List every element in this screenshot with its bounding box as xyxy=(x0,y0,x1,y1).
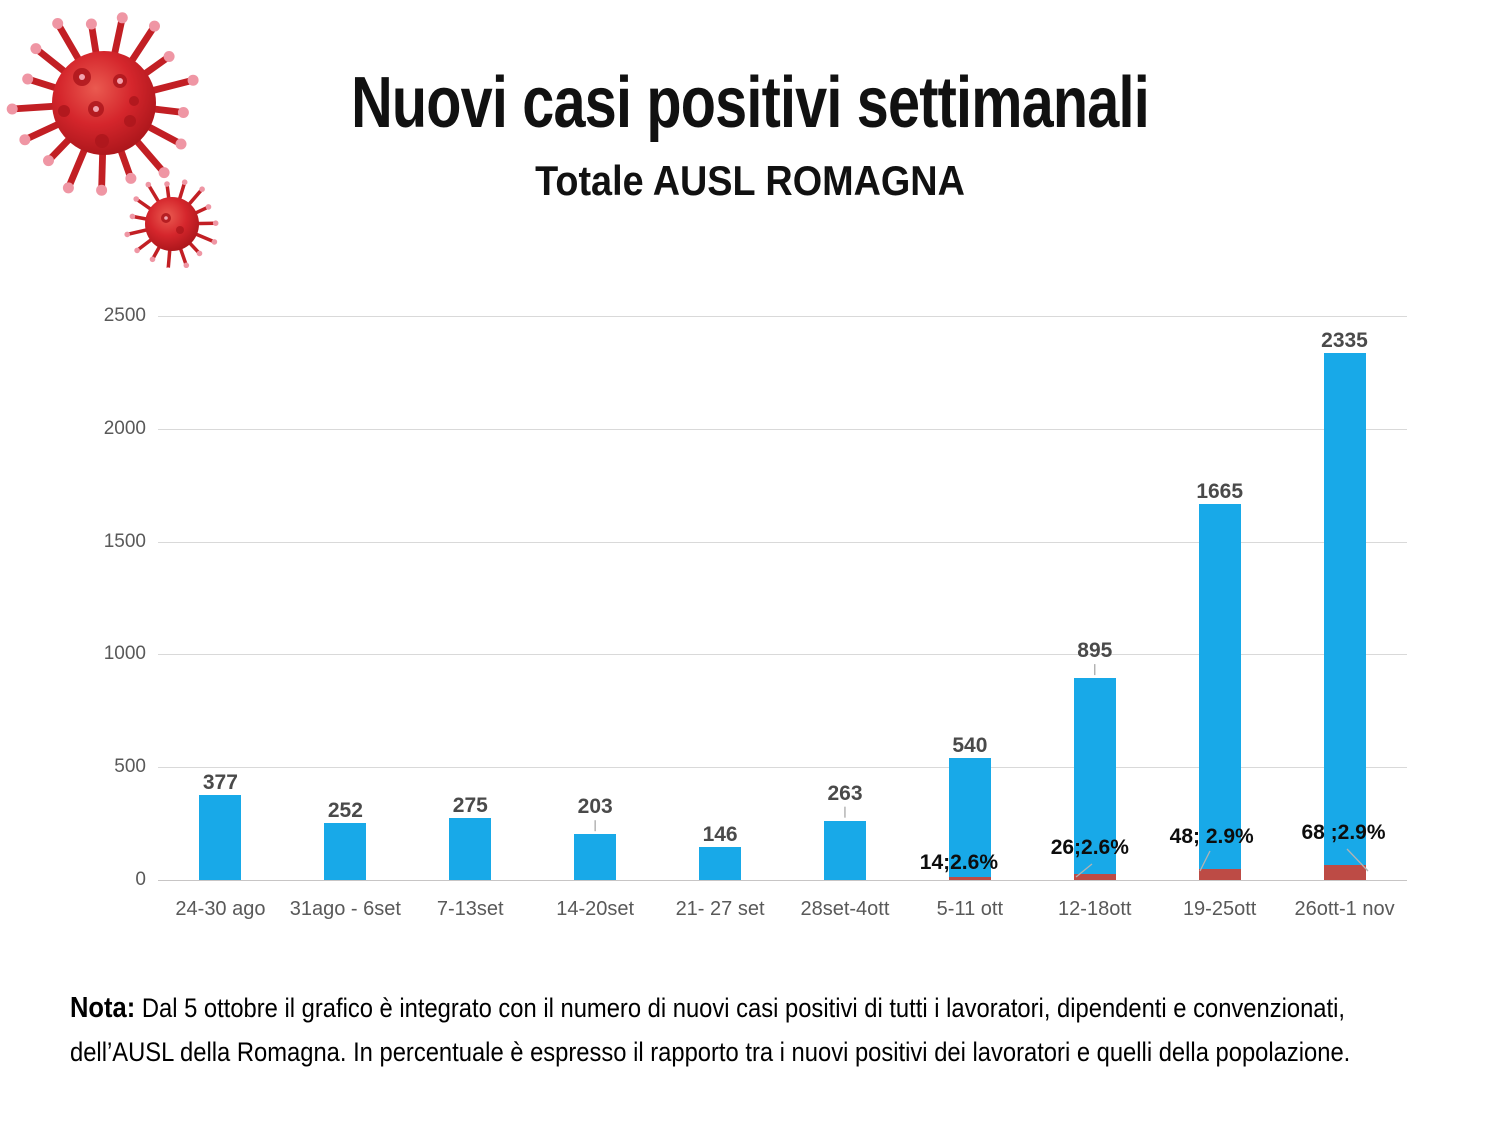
bar-positive-cases xyxy=(1073,678,1116,875)
bar-positive-cases xyxy=(1198,504,1241,870)
virus-large xyxy=(6,12,199,196)
y-axis-tick-label: 0 xyxy=(135,869,146,890)
page-subtitle: Totale AUSL ROMAGNA xyxy=(535,157,965,204)
y-gridline xyxy=(158,767,1407,769)
bar-positive-cases xyxy=(574,834,617,880)
bar-workers xyxy=(948,876,991,880)
bar-workers xyxy=(1323,864,1366,880)
bar-value-label: 895 xyxy=(1077,639,1113,663)
bar-value-label: 2335 xyxy=(1321,329,1368,353)
y-axis-tick-label: 500 xyxy=(114,756,146,778)
bar-positive-cases xyxy=(699,847,742,880)
bar-positive-cases xyxy=(324,823,367,880)
bar-value-label: 263 xyxy=(827,781,863,805)
note-prefix: Nota: xyxy=(70,992,136,1024)
x-axis-label: 12-18ott xyxy=(1058,898,1132,920)
y-gridline xyxy=(158,654,1407,656)
bar-positive-cases xyxy=(824,820,866,880)
y-gridline xyxy=(158,428,1407,430)
x-axis-label: 19-25ott xyxy=(1182,898,1257,920)
bar-positive-cases xyxy=(449,818,492,880)
y-axis-tick-label: 1000 xyxy=(103,643,146,665)
bar-value-label: 1665 xyxy=(1196,480,1244,504)
y-axis-tick-label: 2500 xyxy=(103,305,146,326)
bar-value-label: 540 xyxy=(952,734,988,758)
note: Nota: Dal 5 ottobre il grafico è integra… xyxy=(70,986,1372,1074)
bar-workers xyxy=(1198,869,1241,880)
x-axis-label: 7-13set xyxy=(436,898,504,920)
x-axis-label: 21- 27 set xyxy=(675,898,765,920)
bar-value-label: 146 xyxy=(702,823,738,847)
y-gridline xyxy=(158,316,1407,317)
workers-value-label: 68 ;2.9% xyxy=(1301,821,1386,844)
workers-value-label: 26;2.6% xyxy=(1050,836,1129,859)
x-axis-label: 28set-4ott xyxy=(800,898,890,920)
bar-positive-cases xyxy=(1323,353,1366,865)
bar-value-label: 203 xyxy=(577,795,613,819)
note-text: Dal 5 ottobre il grafico è integrato con… xyxy=(70,993,1351,1067)
coronavirus-icon xyxy=(6,12,219,268)
bar-positive-cases xyxy=(948,758,991,877)
workers-value-label: 14;2.6% xyxy=(919,851,998,874)
y-axis-tick-label: 1500 xyxy=(103,530,146,552)
page-title: Nuovi casi positivi settimanali xyxy=(351,63,1150,143)
bar-value-label: 377 xyxy=(202,770,238,794)
y-gridline xyxy=(158,541,1407,543)
bar-value-label: 275 xyxy=(452,794,488,817)
y-gridline xyxy=(158,880,1407,881)
virus-small xyxy=(124,179,219,268)
y-axis-tick-label: 2000 xyxy=(103,417,146,439)
bar-workers xyxy=(1073,874,1116,880)
x-axis-label: 24-30 ago xyxy=(175,898,266,920)
bar-value-label: 252 xyxy=(327,799,363,823)
x-axis-label: 31ago - 6set xyxy=(289,898,401,920)
x-axis-label: 14-20set xyxy=(556,898,635,920)
x-axis-label: 5-11 ott xyxy=(936,898,1003,920)
workers-value-label: 48; 2.9% xyxy=(1169,825,1254,848)
bar-positive-cases xyxy=(199,794,242,880)
x-axis-label: 26ott-1 nov xyxy=(1294,898,1395,920)
